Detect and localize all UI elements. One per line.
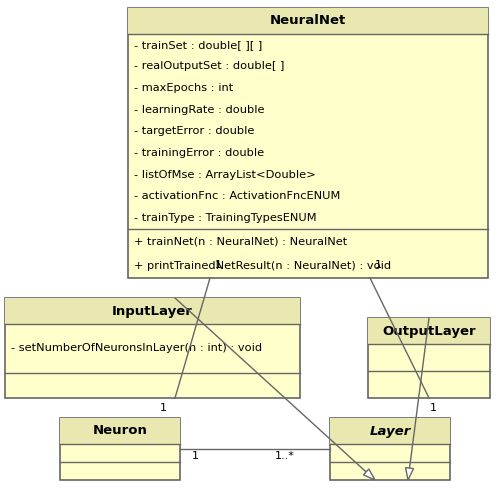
Text: NeuralNet: NeuralNet xyxy=(270,14,346,28)
Bar xyxy=(5,298,300,398)
Bar xyxy=(60,418,180,480)
Bar xyxy=(128,8,488,34)
Text: 1: 1 xyxy=(430,403,436,413)
Text: 1: 1 xyxy=(374,260,382,270)
Text: Layer: Layer xyxy=(370,425,410,437)
Text: 1: 1 xyxy=(192,451,199,461)
Text: 1: 1 xyxy=(214,260,222,270)
Text: - realOutputSet : double[ ]: - realOutputSet : double[ ] xyxy=(134,62,284,71)
Text: 1: 1 xyxy=(160,403,166,413)
Text: + trainNet(n : NeuralNet) : NeuralNet: + trainNet(n : NeuralNet) : NeuralNet xyxy=(134,236,347,246)
Bar xyxy=(330,418,450,480)
Polygon shape xyxy=(364,469,375,480)
Text: - learningRate : double: - learningRate : double xyxy=(134,105,264,115)
Bar xyxy=(368,318,490,398)
Text: - activationFnc : ActivationFncENUM: - activationFnc : ActivationFncENUM xyxy=(134,191,340,201)
Text: - maxEpochs : int: - maxEpochs : int xyxy=(134,83,233,93)
Polygon shape xyxy=(406,467,413,480)
Text: - trainSet : double[ ][ ]: - trainSet : double[ ][ ] xyxy=(134,40,262,50)
Text: 1..*: 1..* xyxy=(275,451,295,461)
Text: OutputLayer: OutputLayer xyxy=(382,325,476,338)
Bar xyxy=(5,298,300,324)
Text: - listOfMse : ArrayList<Double>: - listOfMse : ArrayList<Double> xyxy=(134,170,316,180)
Bar xyxy=(368,318,490,344)
Bar xyxy=(60,418,180,444)
Text: - trainType : TrainingTypesENUM: - trainType : TrainingTypesENUM xyxy=(134,213,316,223)
Text: InputLayer: InputLayer xyxy=(112,305,193,317)
Bar xyxy=(330,418,450,444)
Text: - targetError : double: - targetError : double xyxy=(134,126,254,136)
Text: - trainingError : double: - trainingError : double xyxy=(134,148,264,158)
Bar xyxy=(128,8,488,278)
Text: - setNumberOfNeuronsInLayer(n : int) : void: - setNumberOfNeuronsInLayer(n : int) : v… xyxy=(11,343,262,353)
Text: Neuron: Neuron xyxy=(92,425,148,437)
Text: + printTrainedNetResult(n : NeuralNet) : void: + printTrainedNetResult(n : NeuralNet) :… xyxy=(134,261,391,271)
